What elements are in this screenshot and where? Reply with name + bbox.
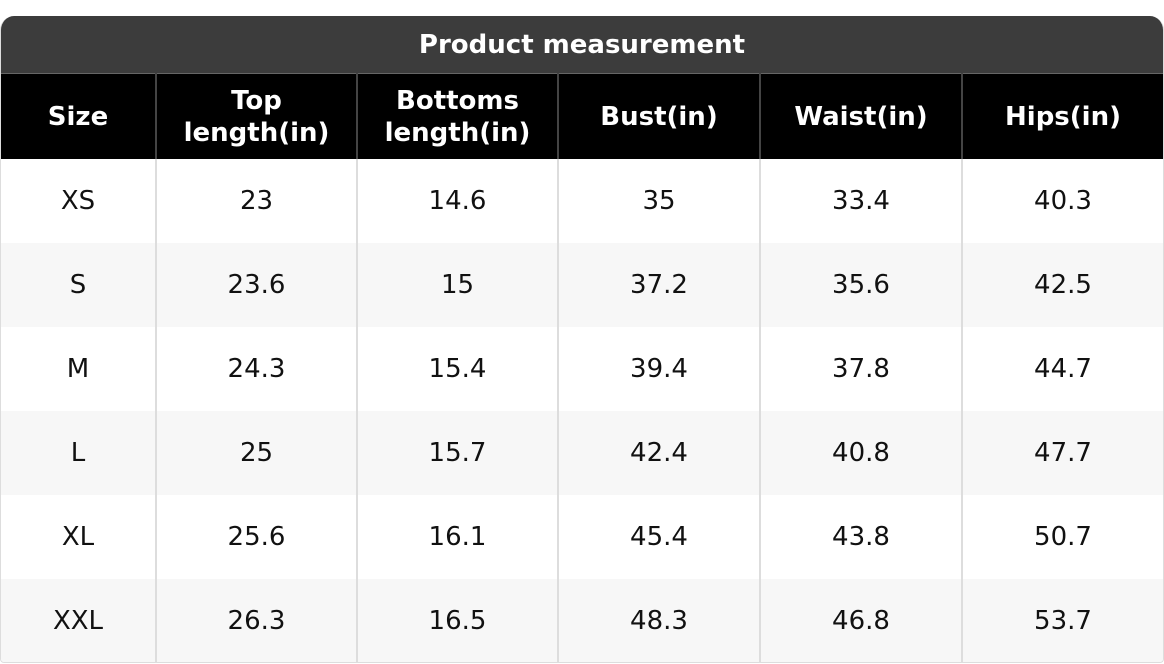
table-cell: 15 <box>356 243 558 327</box>
table-cell: 53.7 <box>961 579 1163 662</box>
table-cell: 26.3 <box>155 579 357 662</box>
table-cell: 48.3 <box>557 579 760 662</box>
column-header: Size <box>1 73 156 159</box>
table-cell: 16.5 <box>356 579 558 662</box>
table-cell: 35 <box>557 159 760 243</box>
table-row: XL 25.6 16.1 45.4 43.8 50.7 <box>1 495 1163 579</box>
table-cell: 16.1 <box>356 495 558 579</box>
table-cell: 37.2 <box>557 243 760 327</box>
column-header: Top length(in) <box>155 73 357 159</box>
table-row: XS 23 14.6 35 33.4 40.3 <box>1 159 1163 243</box>
table-cell: 15.4 <box>356 327 558 411</box>
table-cell: 14.6 <box>356 159 558 243</box>
table-cell: S <box>1 243 156 327</box>
table-row: L 25 15.7 42.4 40.8 47.7 <box>1 411 1163 495</box>
table-cell: 40.8 <box>759 411 962 495</box>
header-row: Size Top length(in) Bottoms length(in) Bust… <box>1 73 1163 159</box>
column-header: Bust(in) <box>557 73 760 159</box>
column-header: Hips(in) <box>961 73 1163 159</box>
table-cell: 46.8 <box>759 579 962 662</box>
table-cell: 45.4 <box>557 495 760 579</box>
table-cell: 24.3 <box>155 327 357 411</box>
table-cell: 23.6 <box>155 243 357 327</box>
table-cell: L <box>1 411 156 495</box>
table-cell: 42.5 <box>961 243 1163 327</box>
measurement-table: Size Top length(in) Bottoms length(in) Bust… <box>1 73 1163 662</box>
table-cell: 23 <box>155 159 357 243</box>
measurement-table-card: Product measurement Size Top length(in) Bo… <box>0 16 1164 663</box>
table-cell: 15.7 <box>356 411 558 495</box>
table-title: Product measurement <box>1 16 1163 73</box>
table-cell: 40.3 <box>961 159 1163 243</box>
table-cell: XS <box>60 186 96 216</box>
table-cell: 47.7 <box>961 411 1163 495</box>
table-cell: XL <box>61 522 95 552</box>
table-cell: M <box>66 354 90 384</box>
table-cell: 44.7 <box>961 327 1163 411</box>
table-cell: 39.4 <box>557 327 760 411</box>
table-cell: 50.7 <box>961 495 1163 579</box>
table-cell: 43.8 <box>759 495 962 579</box>
table-cell: XXL <box>1 579 156 662</box>
column-header: Bottoms length(in) <box>356 73 558 159</box>
table-row: S 23.6 15 37.2 35.6 42.5 <box>1 243 1163 327</box>
table-row: XXL 26.3 16.5 48.3 46.8 53.7 <box>1 579 1163 662</box>
table-cell: 35.6 <box>759 243 962 327</box>
table-cell: 33.4 <box>759 159 962 243</box>
table-body: XS 23 14.6 35 33.4 40.3 S 23.6 15 37.2 35.6 42.5 M 24… <box>1 159 1163 662</box>
table-cell: 25.6 <box>155 495 357 579</box>
table-cell: 37.8 <box>759 327 962 411</box>
table-cell: 42.4 <box>557 411 760 495</box>
table-cell: 25 <box>155 411 357 495</box>
column-header: Waist(in) <box>759 73 962 159</box>
table-row: M 24.3 15.4 39.4 37.8 44.7 <box>1 327 1163 411</box>
